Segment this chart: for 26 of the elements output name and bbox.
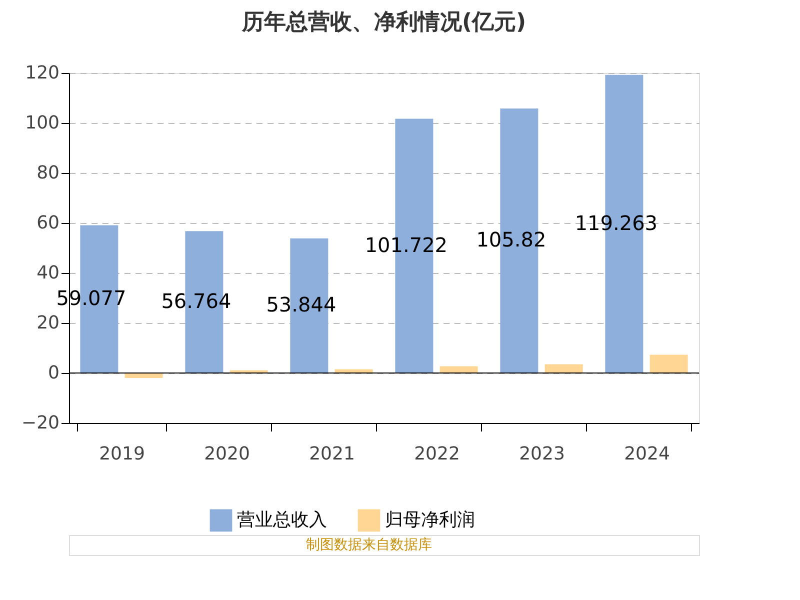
x-tick-label: 2021: [309, 444, 355, 464]
data-label: 56.764: [161, 289, 232, 314]
legend-label: 归母净利润: [385, 509, 475, 530]
data-label: 105.82: [476, 228, 546, 252]
y-tick-label: 20: [36, 312, 60, 334]
x-tick-label: 2023: [519, 444, 565, 464]
bar: [544, 364, 583, 373]
x-tick-label: 2020: [204, 444, 250, 464]
y-tick-label: −20: [22, 412, 60, 434]
y-tick-label: 100: [25, 112, 60, 134]
y-tick-label: 120: [25, 62, 60, 84]
y-tick-label: 0: [48, 362, 60, 384]
chart-title: 历年总营收、净利情况(亿元): [240, 10, 526, 35]
y-tick-label: 60: [36, 212, 60, 234]
data-label: 119.263: [574, 210, 658, 235]
bar: [650, 354, 688, 373]
y-tick-label: 40: [36, 262, 60, 284]
text: 制图数据来自数据库: [306, 537, 432, 553]
y-tick-label: 80: [36, 162, 60, 184]
bar: [124, 373, 163, 378]
x-tick-label: 2024: [624, 444, 670, 464]
data-label: 101.722: [364, 232, 448, 257]
x-tick-label: 2019: [99, 444, 145, 464]
x-tick-label: 2022: [414, 444, 460, 464]
legend-label: 营业总收入: [237, 509, 327, 530]
data-label: 53.844: [266, 292, 336, 317]
